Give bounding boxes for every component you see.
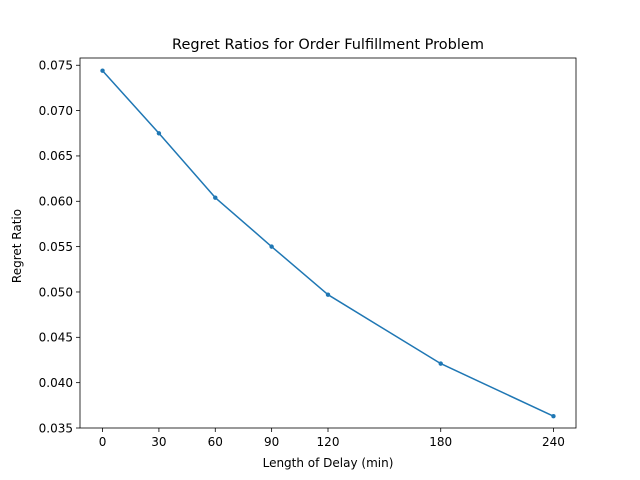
x-axis: 0 30 60 90 120 180 240 (99, 428, 565, 449)
y-tick-label: 0.060 (39, 195, 73, 209)
y-tick-label: 0.075 (39, 59, 73, 73)
chart-title: Regret Ratios for Order Fulfillment Prob… (172, 37, 484, 53)
y-tick-label: 0.045 (39, 331, 73, 345)
y-tick-label: 0.065 (39, 149, 73, 163)
x-tick-label: 30 (151, 435, 166, 449)
x-tick-label: 120 (317, 435, 340, 449)
x-tick-label: 240 (542, 435, 565, 449)
data-point (551, 414, 556, 419)
data-point (269, 244, 274, 249)
y-tick-label: 0.050 (39, 285, 73, 299)
x-tick-label: 0 (99, 435, 107, 449)
y-tick-label: 0.055 (39, 240, 73, 254)
data-point (156, 131, 162, 136)
y-axis: 0.035 0.040 0.045 0.050 0.055 0.060 0.065 0.070… (39, 59, 80, 435)
plot-area (100, 68, 556, 419)
data-point (325, 292, 331, 297)
y-tick-label: 0.035 (39, 421, 73, 435)
x-tick-label: 90 (264, 435, 279, 449)
x-axis-label: Length of Delay (min) (263, 456, 394, 470)
x-tick-label: 60 (208, 435, 223, 449)
y-axis-label: Regret Ratio (10, 209, 24, 283)
data-point (438, 361, 443, 366)
y-tick-label: 0.070 (39, 104, 73, 118)
data-point (100, 68, 105, 73)
x-tick-label: 180 (429, 435, 452, 449)
y-tick-label: 0.040 (39, 376, 73, 390)
data-point (213, 195, 218, 200)
